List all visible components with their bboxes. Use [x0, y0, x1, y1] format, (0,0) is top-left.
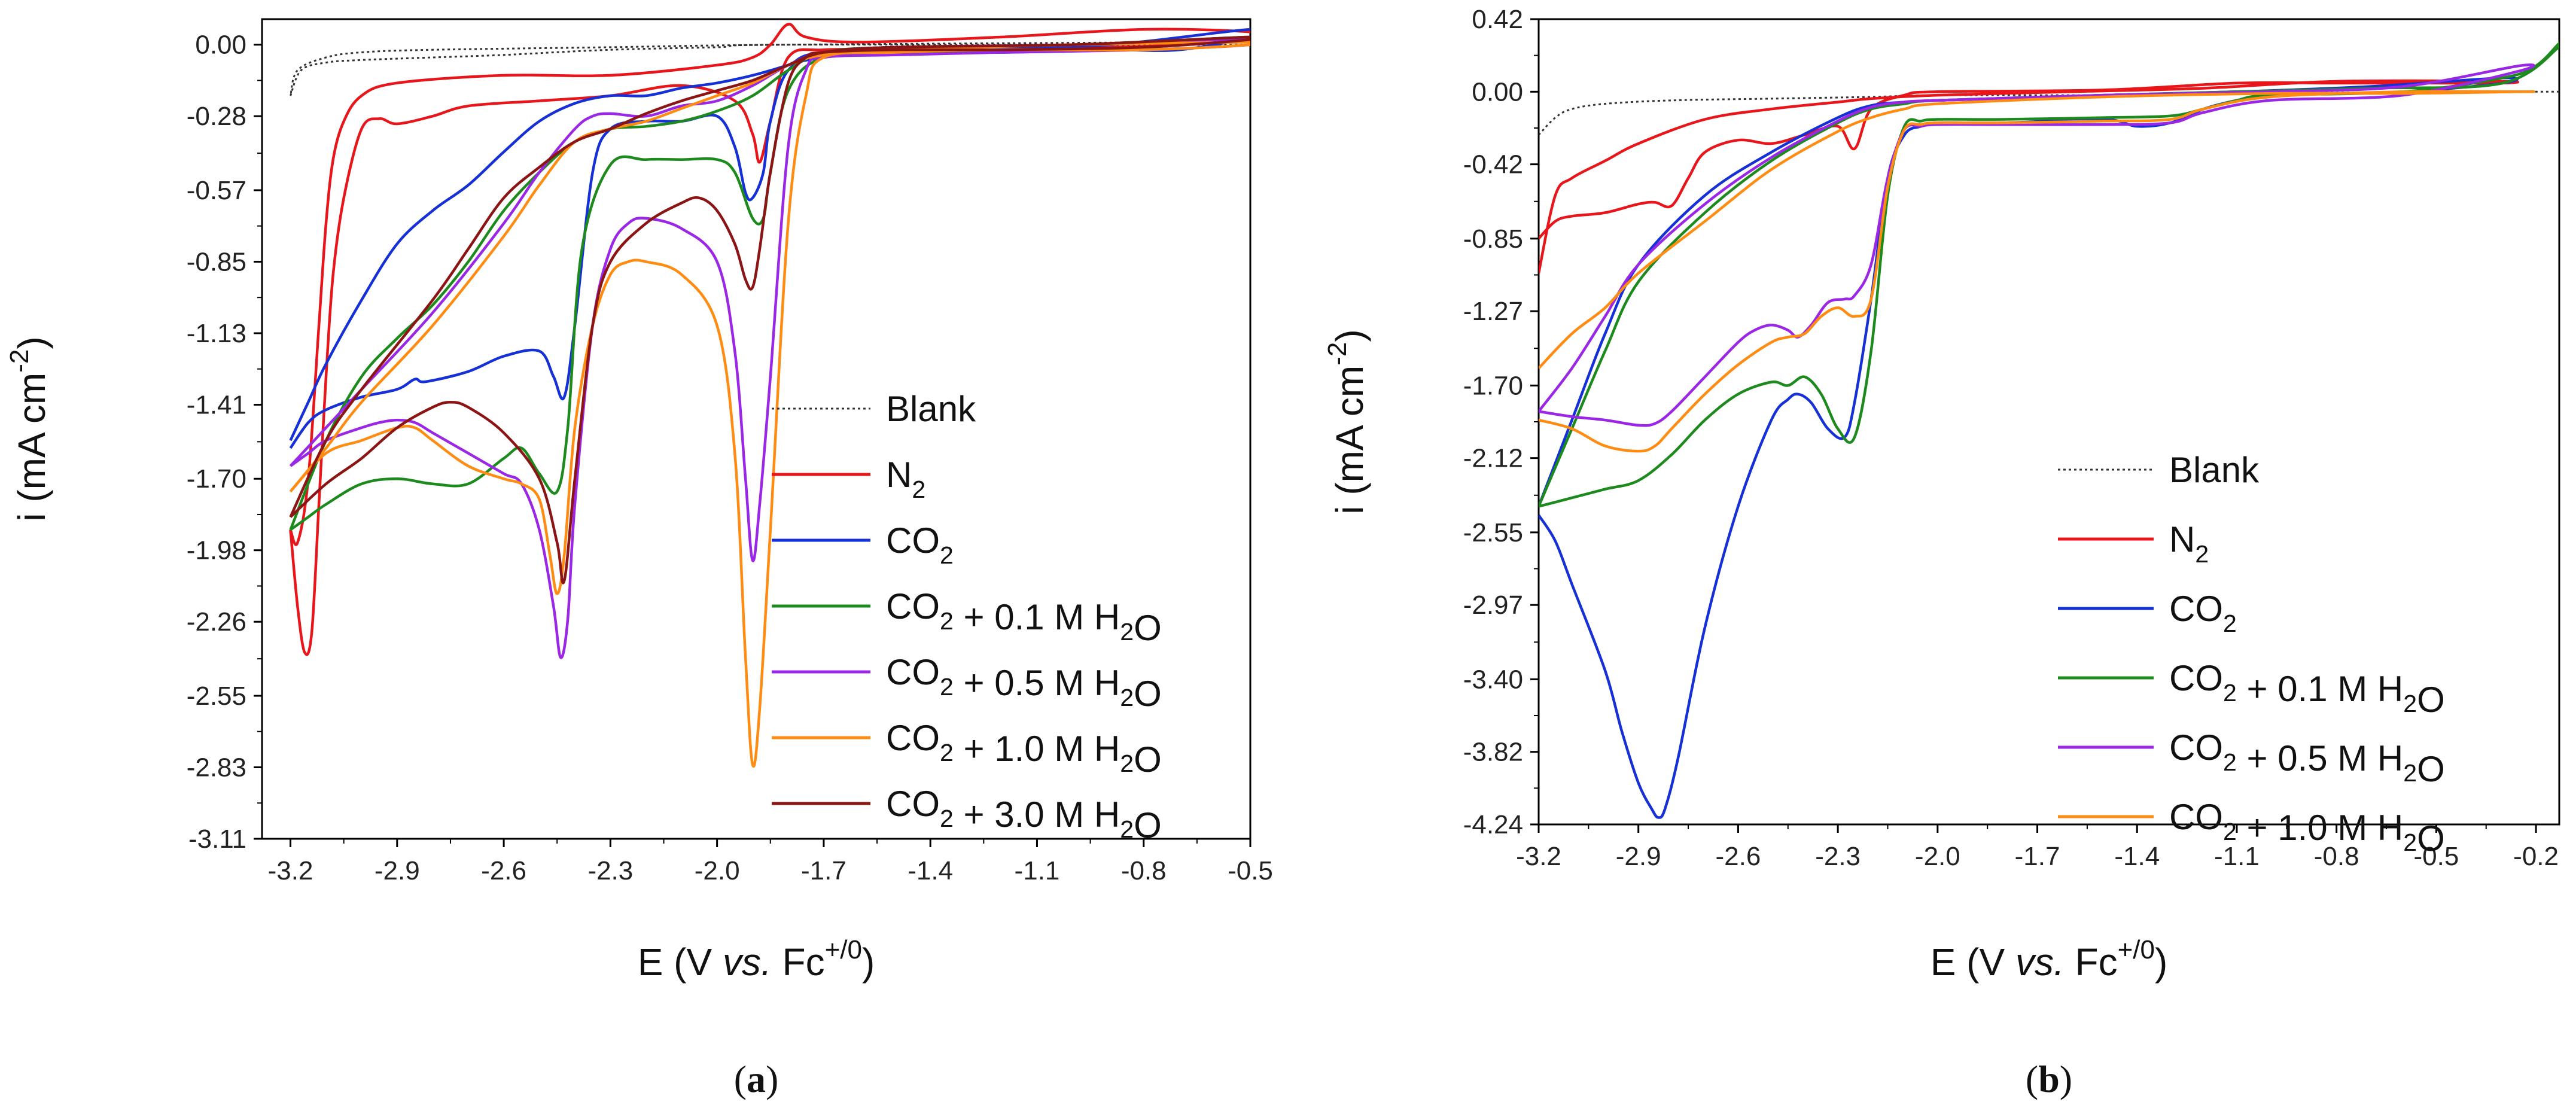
- series-line-co2-0-5-m-h2o: [289, 38, 1250, 659]
- series-line-co2-3-0-m-h2o: [289, 35, 1250, 585]
- x-tick-label: -2.9: [1616, 842, 1661, 871]
- y-tick-label: -2.97: [1463, 591, 1523, 620]
- panel-caption: (b): [2026, 1058, 2072, 1100]
- x-tick-label: -0.5: [1228, 856, 1273, 885]
- series-group: [289, 23, 1250, 768]
- y-tick-label: -0.28: [187, 102, 246, 131]
- legend-label-blank: Blank: [2169, 450, 2260, 490]
- y-tick-label: -3.11: [188, 824, 246, 854]
- plot-frame: [261, 18, 1252, 840]
- legend-label-co2: CO2: [886, 521, 954, 569]
- x-tick-label: -0.8: [1121, 856, 1167, 885]
- y-tick-label: -2.55: [1463, 518, 1523, 547]
- chart-b: -3.2 -2.9 -2.6 -2.3 -2.0 -1.7 -1.4 -1.1 -0.8 -0.5…: [1323, 5, 2560, 1100]
- legend-label-co2-1-0-m-h2o: CO2 + 1.0 M H2O: [886, 718, 1162, 780]
- series-group: [1539, 41, 2559, 819]
- legend-label-co2-3-0-m-h2o: CO2 + 3.0 M H2O: [886, 784, 1162, 845]
- y-tick-label: -2.12: [1463, 444, 1523, 473]
- y-tick-label: -4.24: [1463, 810, 1523, 839]
- legend-label-co2-0-5-m-h2o: CO2 + 0.5 M H2O: [886, 652, 1162, 714]
- y-tick-label: -3.82: [1463, 738, 1523, 767]
- y-tick-label: -1.27: [1463, 297, 1523, 326]
- x-tick-label: -2.0: [695, 856, 740, 885]
- y-axis-label: i (mA cm-2): [1323, 329, 1371, 514]
- y-tick-label: -2.55: [187, 681, 246, 711]
- x-tick-label: -0.5: [2413, 842, 2459, 871]
- x-tick-label: -0.8: [2314, 842, 2359, 871]
- legend-label-n2: N2: [2169, 519, 2209, 568]
- y-tick-label: -2.26: [187, 607, 246, 637]
- x-tick-label: -1.7: [2015, 842, 2060, 871]
- legend-label-co2-0-5-m-h2o: CO2 + 0.5 M H2O: [2169, 728, 2445, 789]
- x-tick-label: -2.6: [481, 856, 526, 885]
- x-tick-label: -1.1: [2214, 842, 2260, 871]
- y-tick-label: -1.13: [187, 319, 246, 348]
- y-tick-label: -0.57: [187, 176, 246, 205]
- legend-label-blank: Blank: [886, 389, 976, 429]
- series-line-co2-1-0-m-h2o: [1539, 90, 2535, 453]
- x-tick-label: -1.4: [2114, 842, 2160, 871]
- series-line-n2: [1539, 79, 2520, 274]
- series-line-co2-0-5-m-h2o: [1539, 63, 2535, 427]
- y-tick-label: -1.70: [1463, 371, 1523, 400]
- y-tick-label: 0.00: [1472, 77, 1523, 106]
- x-tick-label: -1.7: [801, 856, 847, 885]
- x-tick-label: -2.3: [587, 856, 633, 885]
- y-tick-label: -0.42: [1463, 150, 1523, 179]
- y-axis-label: i (mA cm-2): [5, 336, 53, 521]
- x-tick-label: -2.6: [1716, 842, 1761, 871]
- x-tick-label: -2.3: [1815, 842, 1861, 871]
- x-tick-label: -3.2: [1516, 842, 1561, 871]
- series-line-co2-1-0-m-h2o: [289, 41, 1250, 768]
- y-tick-label: -3.40: [1463, 665, 1523, 694]
- y-tick-label: -2.83: [187, 753, 246, 782]
- x-tick-label: -1.4: [908, 856, 953, 885]
- series-line-n2: [289, 23, 1250, 656]
- x-tick-label: -0.2: [2513, 842, 2559, 871]
- x-tick-label: -3.2: [268, 856, 313, 885]
- y-tick-label: -0.85: [1463, 224, 1523, 254]
- legend-label-co2-0-1-m-h2o: CO2 + 0.1 M H2O: [2169, 658, 2445, 720]
- series-line-co2-0-1-m-h2o: [1539, 41, 2559, 508]
- y-tick-label: 0.00: [195, 31, 246, 60]
- y-tick-label: -1.98: [187, 536, 246, 565]
- x-axis-label: E (V vs. Fc+/0): [1931, 935, 2168, 984]
- legend-label-co2-0-1-m-h2o: CO2 + 0.1 M H2O: [886, 586, 1162, 648]
- x-tick-label: -1.1: [1015, 856, 1060, 885]
- y-tick-label: 0.42: [1472, 5, 1523, 34]
- legend-label-co2-1-0-m-h2o: CO2 + 1.0 M H2O: [2169, 797, 2445, 859]
- y-tick-label: -0.85: [187, 247, 246, 276]
- chart-a: -3.2 -2.9 -2.6 -2.3 -2.0 -1.7 -1.4 -1.1 -0.8 -0.5…: [5, 18, 1273, 1100]
- x-axis-label: E (V vs. Fc+/0): [638, 935, 875, 984]
- y-tick-label: -1.70: [187, 464, 246, 494]
- legend-label-co2: CO2: [2169, 589, 2237, 637]
- x-tick-label: -2.9: [374, 856, 420, 885]
- legend-label-n2: N2: [886, 455, 925, 503]
- x-tick-label: -2.0: [1915, 842, 1960, 871]
- panel-caption: (a): [734, 1058, 779, 1100]
- y-tick-label: -1.41: [187, 390, 246, 419]
